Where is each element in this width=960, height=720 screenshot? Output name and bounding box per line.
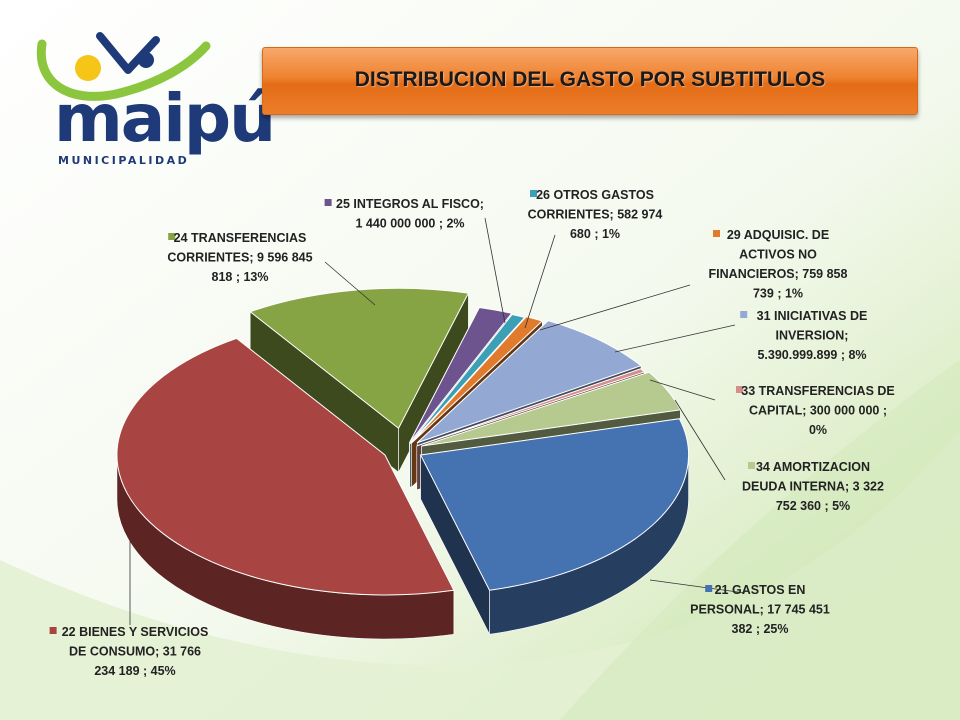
data-label-line: DEUDA INTERNA; 3 322 — [742, 480, 884, 494]
data-label-line: 31 INICIATIVAS DE — [757, 309, 868, 323]
data-label-line: 739 ; 1% — [753, 287, 803, 301]
data-label-25-integros-al-fisco: 25 INTEGROS AL FISCO; 1 440 000 000 ; 2% — [324, 197, 506, 324]
leader-line-25-integros-al-fisco — [484, 217, 506, 324]
data-label-line: 1 440 000 000 ; 2% — [355, 217, 464, 231]
logo-figure-icon — [36, 32, 211, 101]
data-label-line: 680 ; 1% — [570, 227, 620, 241]
data-label-line: CORRIENTES; 582 974 — [528, 208, 663, 222]
leader-line-31-iniciativas-de-inversion — [614, 324, 736, 353]
data-label-line: INVERSION; — [776, 329, 849, 343]
leader-line-24-transferencias-corrientes — [324, 261, 376, 306]
leader-line-34-amortizacion-deuda-interna — [674, 399, 726, 481]
leader-line-21-gastos-en-personal — [649, 579, 746, 594]
legend-swatch-26-otros-gastos-corrientes — [530, 190, 537, 197]
legend-swatch-33-transferencias-de-capital — [736, 386, 743, 393]
legend-swatch-25-integros-al-fisco — [324, 199, 332, 206]
pie-slice-21-gastos-en-personal — [419, 418, 690, 635]
pie-slice-24-transferencias-corrientes — [249, 287, 470, 473]
data-label-line: 34 AMORTIZACION — [756, 460, 870, 474]
legend-swatch-34-amortizacion-deuda-interna — [748, 462, 755, 469]
data-label-line: 752 360 ; 5% — [776, 499, 850, 513]
page-title: DISTRIBUCION DEL GASTO POR SUBTITULOS — [354, 68, 826, 91]
data-label-line: 234 189 ; 45% — [94, 664, 175, 678]
data-label-line: CORRIENTES; 9 596 845 — [167, 251, 312, 265]
data-label-line: CAPITAL; 300 000 000 ; — [749, 404, 887, 418]
data-label-line: 29 ADQUISIC. DE — [727, 228, 829, 242]
data-label-34-amortizacion-deuda-interna: 34 AMORTIZACION DEUDA INTERNA; 3 322 752 3… — [674, 399, 884, 513]
leader-line-29-adquisic-de-activos-no-financieros — [539, 284, 691, 331]
leader-line-33-transferencias-de-capital — [649, 379, 716, 401]
data-label-line: 33 TRANSFERENCIAS DE — [741, 384, 895, 398]
legend-swatch-29-adquisic-de-activos-no-financieros — [713, 230, 720, 237]
data-label-24-transferencias-corrientes: 24 TRANSFERENCIAS CORRIENTES; 9 596 845 81… — [167, 231, 376, 306]
data-label-line: 0% — [809, 423, 827, 437]
data-label-22-bienes-y-servicios-de-consumo: 22 BIENES Y SERVICIOS DE CONSUMO; 31 766 2… — [49, 540, 209, 678]
pie-slice-22-bienes-y-servicios-de-consumo — [116, 337, 455, 640]
data-label-26-otros-gastos-corrientes: 26 OTROS GASTOS CORRIENTES; 582 974 680 ; … — [524, 188, 663, 329]
data-label-line: 24 TRANSFERENCIAS — [174, 231, 307, 245]
data-label-line: FINANCIEROS; 759 858 — [709, 267, 848, 281]
data-label-line: 25 INTEGROS AL FISCO; — [336, 197, 484, 211]
data-label-line: ACTIVOS NO — [739, 248, 817, 262]
data-label-33-transferencias-de-capital: 33 TRANSFERENCIAS DE CAPITAL; 300 000 000… — [649, 379, 895, 437]
data-label-line: 26 OTROS GASTOS — [536, 188, 654, 202]
data-label-29-adquisic-de-activos-no-financieros: 29 ADQUISIC. DE ACTIVOS NO FINANCIEROS; 75… — [539, 228, 848, 331]
title-banner: DISTRIBUCION DEL GASTO POR SUBTITULOS — [262, 47, 918, 115]
data-label-line: DE CONSUMO; 31 766 — [69, 645, 201, 659]
leader-line-26-otros-gastos-corrientes — [524, 234, 556, 329]
data-label-line: 818 ; 13% — [212, 270, 269, 284]
data-label-21-gastos-en-personal: 21 GASTOS EN PERSONAL; 17 745 451 382 ; 25… — [649, 579, 830, 636]
logo-wordmark: maipú — [54, 80, 276, 157]
legend-swatch-31-iniciativas-de-inversion — [740, 311, 748, 318]
data-label-31-iniciativas-de-inversion: 31 INICIATIVAS DE INVERSION; 5.390.999.899… — [614, 309, 868, 362]
legend-swatch-22-bienes-y-servicios-de-consumo — [49, 627, 57, 634]
data-label-line: 5.390.999.899 ; 8% — [757, 348, 866, 362]
data-label-line: 22 BIENES Y SERVICIOS — [62, 625, 209, 639]
legend-swatch-21-gastos-en-personal — [705, 585, 713, 592]
data-label-line: 21 GASTOS EN — [715, 583, 806, 597]
maipu-logo: maipú MUNICIPALIDAD — [28, 22, 276, 172]
legend-swatch-24-transferencias-corrientes — [168, 233, 176, 240]
logo-subtitle: MUNICIPALIDAD — [58, 154, 190, 167]
data-label-line: 382 ; 25% — [732, 622, 789, 636]
data-label-line: PERSONAL; 17 745 451 — [690, 603, 830, 617]
